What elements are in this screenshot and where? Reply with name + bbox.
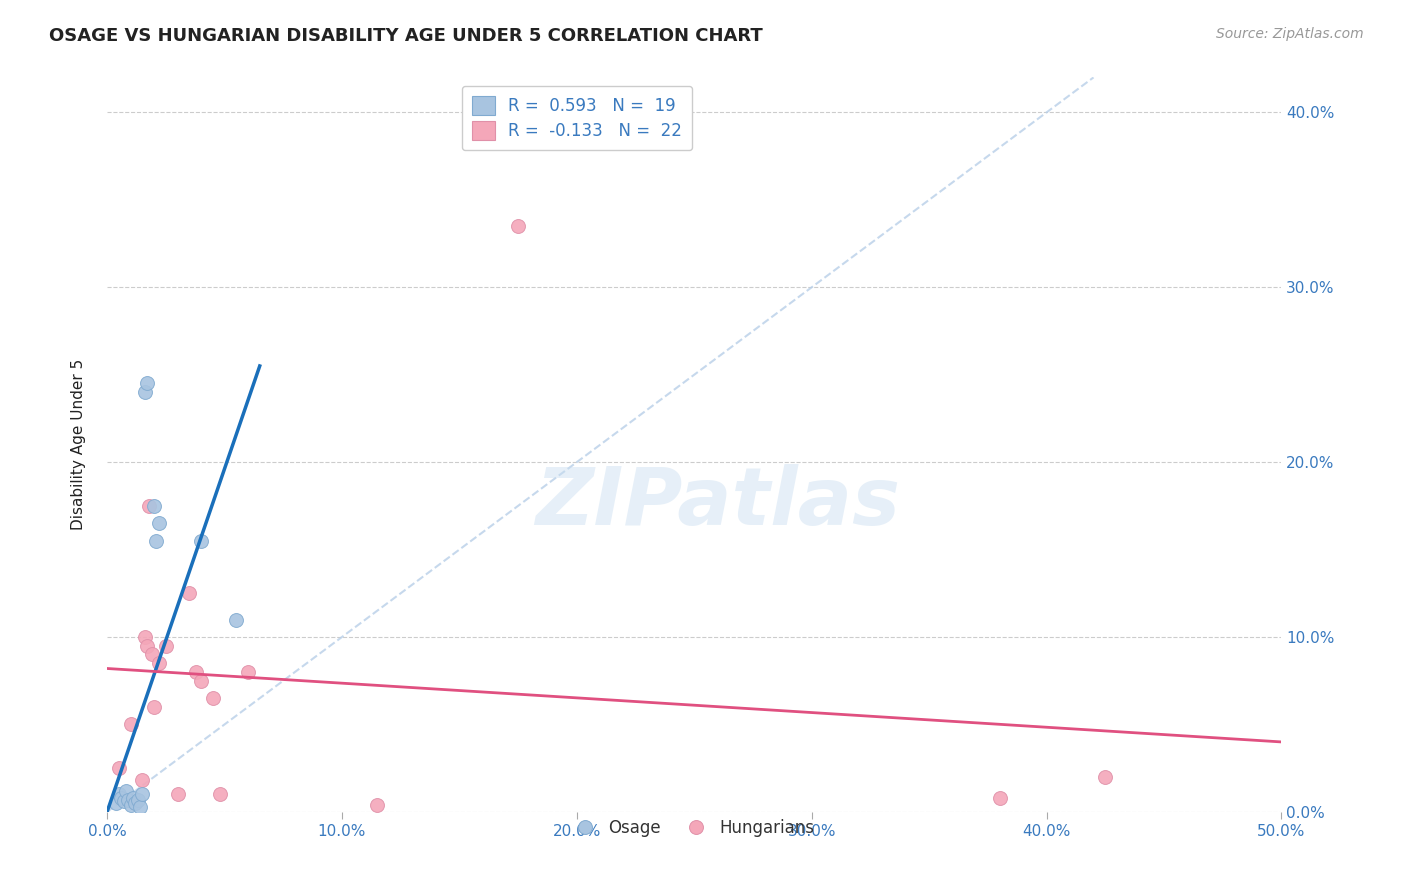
Text: ZIPatlas: ZIPatlas	[536, 465, 900, 542]
Point	[122, 790, 145, 805]
Point	[134, 385, 156, 400]
Legend: Osage, Hungarians: Osage, Hungarians	[568, 813, 821, 844]
Point	[131, 773, 153, 788]
Point	[236, 665, 259, 679]
Point	[108, 761, 131, 775]
Point	[124, 796, 146, 810]
Point	[225, 613, 247, 627]
Point	[120, 797, 142, 812]
Point	[134, 630, 156, 644]
Point	[201, 691, 224, 706]
Point	[136, 376, 159, 391]
Point	[506, 219, 529, 233]
Point	[148, 516, 170, 531]
Point	[366, 797, 388, 812]
Point	[145, 533, 167, 548]
Point	[108, 788, 131, 802]
Point	[179, 586, 201, 600]
Point	[141, 648, 163, 662]
Text: OSAGE VS HUNGARIAN DISABILITY AGE UNDER 5 CORRELATION CHART: OSAGE VS HUNGARIAN DISABILITY AGE UNDER …	[49, 27, 763, 45]
Point	[112, 794, 135, 808]
Point	[1094, 770, 1116, 784]
Point	[155, 639, 177, 653]
Point	[138, 499, 160, 513]
Point	[105, 796, 128, 810]
Point	[136, 639, 159, 653]
Point	[190, 673, 212, 688]
Point	[127, 792, 149, 806]
Point	[117, 792, 139, 806]
Point	[143, 700, 166, 714]
Point	[120, 717, 142, 731]
Point	[208, 788, 231, 802]
Point	[110, 790, 132, 805]
Point	[186, 665, 208, 679]
Point	[988, 790, 1011, 805]
Y-axis label: Disability Age Under 5: Disability Age Under 5	[72, 359, 86, 530]
Point	[115, 784, 138, 798]
Text: Source: ZipAtlas.com: Source: ZipAtlas.com	[1216, 27, 1364, 41]
Point	[143, 499, 166, 513]
Point	[124, 796, 146, 810]
Point	[190, 533, 212, 548]
Point	[129, 799, 152, 814]
Point	[131, 788, 153, 802]
Point	[148, 657, 170, 671]
Point	[166, 788, 188, 802]
